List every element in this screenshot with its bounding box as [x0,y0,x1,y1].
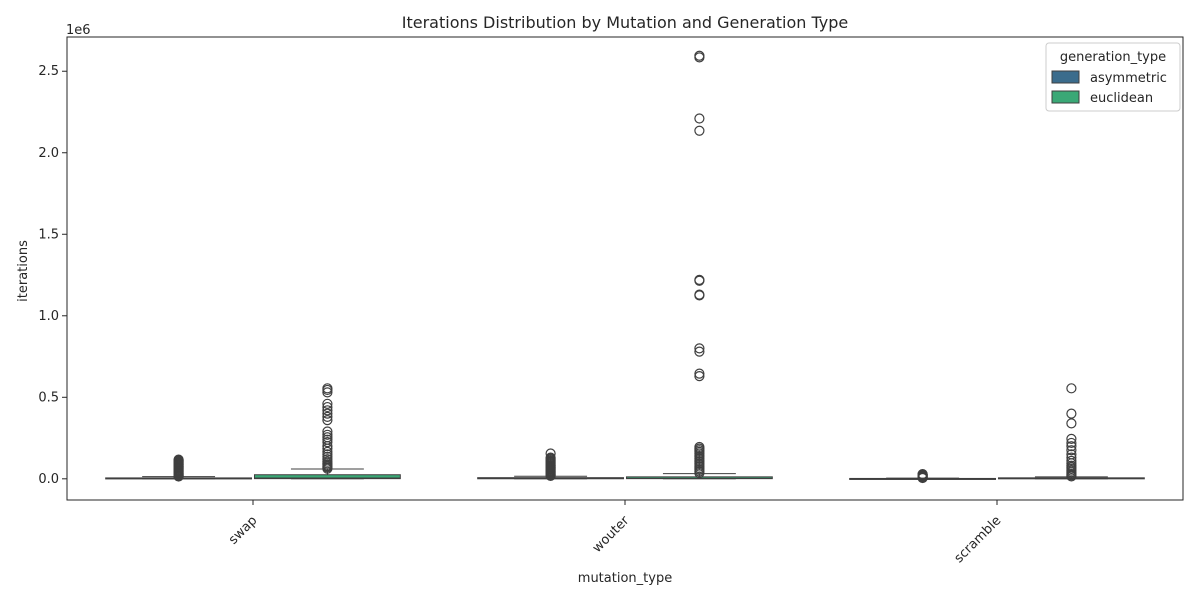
outlier-point [322,415,333,426]
y-tick-label: 1.5 [38,227,59,242]
outlier-point [1066,460,1077,471]
x-tick-label: wouter [590,513,633,556]
outlier-point [173,454,184,465]
outlier-point [1066,445,1077,456]
outlier-point [1066,437,1077,449]
outlier-point [1066,441,1077,452]
y-tick-label: 2.5 [38,64,59,79]
outlier-point [694,50,705,61]
legend-swatch-asymmetric [1051,70,1080,84]
outlier-point [322,401,333,413]
outlier-point [322,387,333,398]
outlier-point [322,429,333,440]
outlier-point [322,405,333,416]
outlier-point [322,408,333,419]
plot-area: 0.0 0.5 1.0 1.5 2.0 2.5 swap wouter scramble [38,36,1184,566]
outlier-point [322,446,333,458]
outlier-point [694,370,705,382]
x-tick-label: swap [226,513,260,547]
outlier-point [1066,452,1077,463]
outlier-point [1066,408,1077,419]
legend-title: generation_type [1060,50,1166,65]
outlier-point [694,125,705,136]
outlier-point [694,274,705,286]
outlier-point [322,411,333,422]
y-axis-label: iterations [16,240,31,302]
outlier-point [322,383,333,394]
outlier-point [1066,455,1077,466]
x-tick-label: scramble [952,513,1005,566]
outlier-point [322,449,333,460]
outlier-point [545,448,556,459]
outlier-point [322,456,333,467]
outlier-point [1066,418,1077,429]
outlier-point [694,346,705,357]
outlier-point [694,441,705,453]
outlier-point [545,452,556,463]
x-axis-label: mutation_type [578,571,672,586]
outlier-point [322,426,333,437]
outlier-point [322,454,333,465]
legend-label-euclidean: euclidean [1090,91,1153,106]
outlier-point [694,368,705,379]
y-tick-label: 1.0 [38,309,59,324]
outlier-point [322,434,333,445]
y-tick-label: 2.0 [38,146,59,161]
outlier-point [322,451,333,462]
outlier-point [917,468,928,480]
outlier-point [1066,433,1077,444]
outlier-point [322,398,333,409]
outlier-point [1066,383,1077,394]
chart-title: Iterations Distribution by Mutation and … [402,13,848,32]
legend-swatch-euclidean [1051,90,1080,104]
box-euclidean [253,474,401,480]
y-tick-label: 0.5 [38,390,59,405]
plot-frame [66,36,1184,501]
outlier-point [322,437,333,448]
outlier-point [694,343,705,354]
y-tick-label: 0.0 [38,472,59,487]
y-offset-label: 1e6 [66,23,91,38]
legend-label-asymmetric: asymmetric [1090,71,1167,86]
outlier-point [322,432,333,443]
outlier-point [1066,449,1077,460]
outlier-point [694,113,705,124]
legend: generation_type asymmetric euclidean [1045,42,1181,112]
outlier-point [694,289,705,300]
